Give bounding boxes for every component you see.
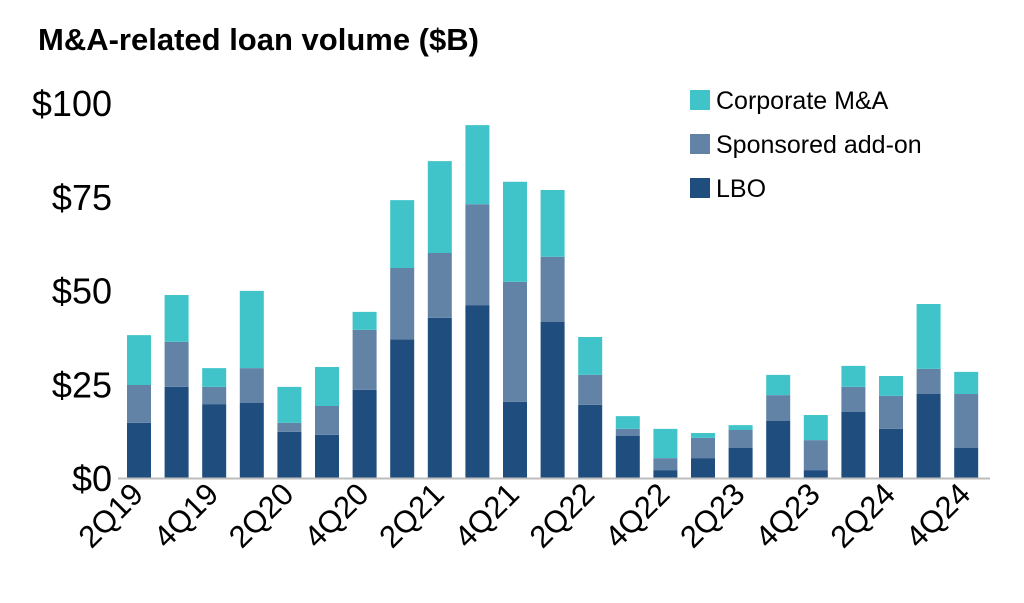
bar-sponsored-add-on-3q20 — [315, 406, 339, 435]
bar-sponsored-add-on-2q23 — [728, 430, 753, 448]
bar-sponsored-add-on-1q20 — [239, 368, 264, 403]
bar-corporate-m-a-2q23 — [728, 425, 753, 430]
y-tick-label: $25 — [52, 364, 112, 405]
bar-lbo-3q21 — [465, 305, 490, 478]
bar-lbo-4q19 — [202, 404, 227, 478]
bar-lbo-4q20 — [352, 389, 377, 478]
legend-label: Corporate M&A — [716, 87, 889, 115]
x-tick-label: 2Q23 — [673, 476, 751, 554]
bar-lbo-2q23 — [728, 448, 753, 478]
bar-corporate-m-a-3q20 — [315, 367, 339, 406]
bar-sponsored-add-on-3q21 — [465, 204, 490, 306]
bar-corporate-m-a-3q23 — [766, 374, 791, 396]
bar-sponsored-add-on-2q22 — [578, 374, 603, 405]
bar-sponsored-add-on-4q20 — [352, 329, 377, 390]
bar-lbo-4q21 — [503, 401, 527, 478]
bar-lbo-1q20 — [239, 403, 264, 478]
x-tick-label: 4Q24 — [899, 476, 977, 554]
bar-lbo-1q23 — [691, 458, 715, 478]
bar-lbo-4q24 — [954, 448, 979, 478]
bar-corporate-m-a-1q22 — [540, 190, 565, 257]
x-tick-label: 4Q21 — [448, 476, 526, 554]
x-tick-label: 4Q20 — [297, 476, 375, 554]
bar-sponsored-add-on-2q19 — [127, 385, 151, 423]
legend-label: Sponsored add-on — [716, 131, 922, 159]
bar-corporate-m-a-1q24 — [841, 365, 866, 387]
bar-corporate-m-a-3q21 — [465, 125, 490, 205]
y-tick-label: $100 — [32, 83, 112, 124]
bar-corporate-m-a-4q22 — [653, 428, 678, 459]
bar-lbo-4q23 — [803, 470, 828, 478]
bar-lbo-1q21 — [390, 339, 415, 478]
bar-sponsored-add-on-4q19 — [202, 386, 227, 405]
x-tick-label: 4Q22 — [598, 476, 676, 554]
x-tick-label: 2Q20 — [222, 476, 300, 554]
bar-lbo-2q20 — [277, 431, 302, 478]
bar-lbo-1q22 — [540, 322, 565, 478]
legend-label: LBO — [716, 175, 766, 203]
bar-corporate-m-a-4q21 — [503, 181, 527, 282]
bar-sponsored-add-on-1q23 — [691, 437, 715, 459]
bar-lbo-4q22 — [653, 470, 678, 478]
bar-corporate-m-a-3q24 — [916, 304, 941, 369]
bar-sponsored-add-on-1q24 — [841, 386, 866, 412]
bar-corporate-m-a-1q21 — [390, 200, 415, 268]
legend-swatch — [690, 134, 710, 154]
x-axis: 2Q194Q192Q204Q202Q214Q212Q224Q222Q234Q23… — [72, 476, 978, 554]
bar-corporate-m-a-2q20 — [277, 386, 302, 423]
bar-lbo-2q24 — [879, 428, 903, 478]
bar-sponsored-add-on-2q21 — [427, 253, 452, 318]
bar-corporate-m-a-2q22 — [578, 337, 603, 375]
bar-corporate-m-a-2q21 — [427, 161, 452, 253]
bar-lbo-2q19 — [127, 422, 151, 478]
y-tick-label: $0 — [72, 458, 112, 499]
bar-lbo-3q20 — [315, 434, 339, 478]
bar-sponsored-add-on-2q20 — [277, 422, 302, 432]
y-tick-label: $50 — [52, 271, 112, 312]
bar-corporate-m-a-1q23 — [691, 433, 715, 438]
bar-lbo-2q21 — [427, 317, 452, 478]
legend: Corporate M&A Sponsored add-on LBO — [690, 87, 922, 203]
bar-lbo-3q22 — [615, 436, 640, 478]
bar-corporate-m-a-1q20 — [239, 290, 264, 369]
legend-swatch — [690, 90, 710, 110]
bar-lbo-2q22 — [578, 404, 603, 478]
x-tick-label: 4Q19 — [147, 476, 225, 554]
bar-lbo-3q19 — [164, 386, 189, 478]
bar-sponsored-add-on-2q24 — [879, 395, 903, 429]
x-tick-label: 2Q22 — [523, 476, 601, 554]
bar-sponsored-add-on-1q22 — [540, 256, 565, 322]
bar-sponsored-add-on-1q21 — [390, 268, 415, 340]
bar-sponsored-add-on-4q22 — [653, 458, 678, 471]
y-tick-label: $75 — [52, 177, 112, 218]
bar-sponsored-add-on-3q19 — [164, 341, 189, 387]
bar-sponsored-add-on-3q22 — [615, 428, 640, 436]
bar-sponsored-add-on-3q24 — [916, 368, 941, 394]
bar-sponsored-add-on-3q23 — [766, 395, 791, 421]
legend-swatch — [690, 178, 710, 198]
bar-sponsored-add-on-4q21 — [503, 281, 527, 402]
bar-lbo-1q24 — [841, 412, 866, 478]
bar-corporate-m-a-4q24 — [954, 371, 979, 394]
bar-corporate-m-a-3q22 — [615, 416, 640, 429]
bar-sponsored-add-on-4q23 — [803, 440, 828, 471]
x-tick-label: 4Q23 — [748, 476, 826, 554]
bar-corporate-m-a-2q24 — [879, 376, 903, 396]
bar-corporate-m-a-4q23 — [803, 415, 828, 441]
bar-sponsored-add-on-4q24 — [954, 394, 979, 448]
bar-corporate-m-a-2q19 — [127, 335, 151, 385]
bars — [127, 125, 979, 478]
x-tick-label: 2Q21 — [372, 476, 450, 554]
y-axis: $0 $25 $50 $75 $100 — [32, 83, 112, 499]
bar-lbo-3q24 — [916, 394, 941, 478]
chart-title: M&A-related loan volume ($B) — [38, 22, 479, 57]
x-tick-label: 2Q24 — [824, 476, 902, 554]
bar-corporate-m-a-4q20 — [352, 311, 377, 330]
bar-lbo-3q23 — [766, 421, 791, 478]
bar-corporate-m-a-3q19 — [164, 295, 189, 342]
bar-corporate-m-a-4q19 — [202, 368, 227, 387]
